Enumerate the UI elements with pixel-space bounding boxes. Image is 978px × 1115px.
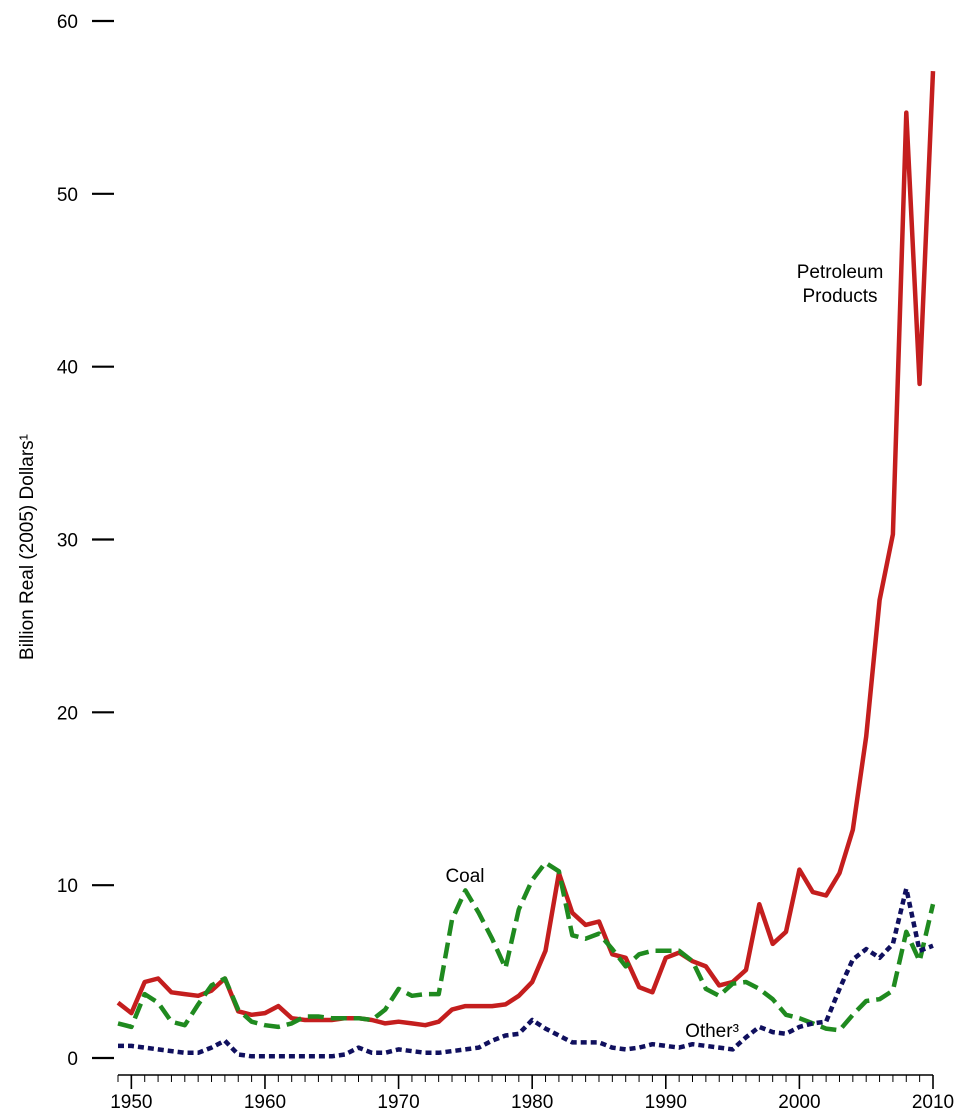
y-tick-label: 30	[57, 531, 78, 552]
x-tick-label: 1980	[511, 1092, 553, 1113]
axes: 0 10 20 30 40 50 60 1950 1960 1970 1980 1990 2000 201…	[57, 12, 954, 1113]
x-tick-label: 1970	[377, 1092, 419, 1113]
series-label: Petroleum	[797, 262, 884, 283]
y-tick-label: 10	[57, 876, 78, 897]
y-tick-label: 0	[67, 1049, 78, 1070]
y-tick-label: 40	[57, 358, 78, 379]
x-tick-label: 1950	[110, 1092, 152, 1113]
series-group	[116, 71, 936, 1059]
y-tick-label: 20	[57, 703, 78, 724]
series-labels: Petroleum Products Coal Other³	[445, 262, 883, 1042]
series-label: Products	[803, 286, 878, 307]
x-tick-label: 2010	[912, 1092, 954, 1113]
y-tick-label: 50	[57, 185, 78, 206]
y-axis-title: Billion Real (2005) Dollars¹	[17, 434, 38, 660]
series-line-petroleum-products	[116, 71, 936, 1028]
series-line-other	[118, 886, 934, 1059]
x-tick-label: 2000	[778, 1092, 820, 1113]
y-tick-label: 60	[57, 12, 78, 33]
x-tick-label: 1990	[645, 1092, 687, 1113]
series-line-coal	[117, 860, 936, 1033]
x-tick-label: 1960	[244, 1092, 286, 1113]
series-label: Coal	[445, 866, 484, 887]
series-label: Other³	[685, 1021, 739, 1042]
